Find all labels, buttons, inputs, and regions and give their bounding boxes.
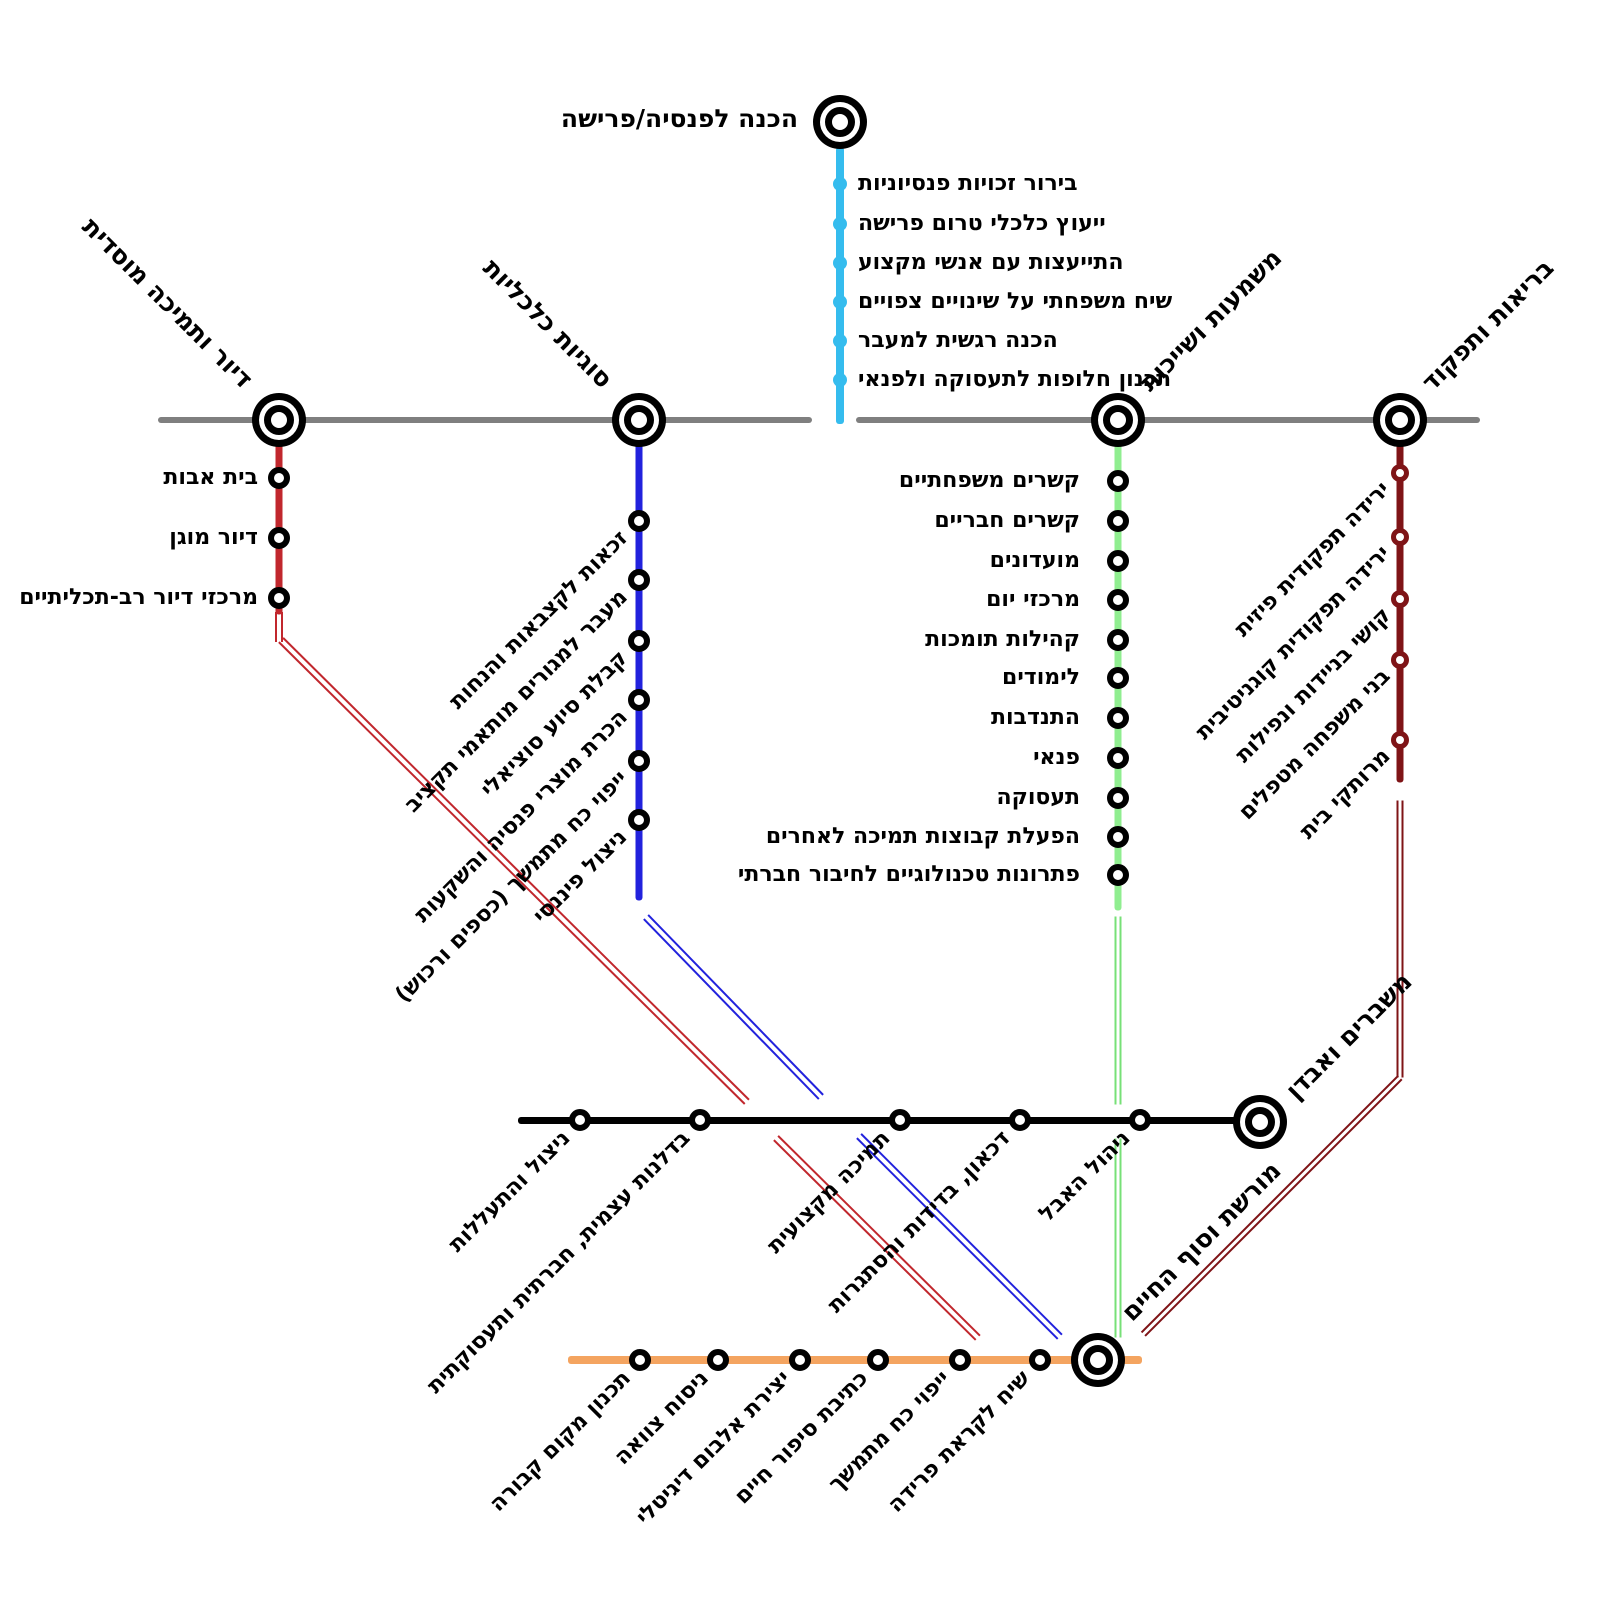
stop-marker-meaning-belonging	[1107, 707, 1129, 729]
stop-label-housing-institutional-support: מרכזי דיור רב-תכליתיים	[19, 585, 258, 610]
stop-label-retirement-prep: שיח משפחתי על שינויים צפויים	[858, 289, 1173, 314]
stop-marker-meaning-belonging	[1107, 510, 1129, 532]
stop-marker-economic-issues	[628, 689, 650, 711]
stop-marker-crises-loss	[1129, 1109, 1151, 1131]
station-retirement-prep	[825, 107, 855, 137]
line-housing-institutional-support-segment	[773, 1135, 981, 1341]
stop-marker-meaning-belonging	[1107, 589, 1129, 611]
stop-label-meaning-belonging: מרכזי יום	[986, 587, 1080, 612]
stop-label-retirement-prep: ייעוץ כלכלי טרום פרישה	[858, 211, 1106, 236]
stop-marker-legacy-end-of-life	[629, 1349, 651, 1371]
stop-marker-meaning-belonging	[1107, 470, 1129, 492]
stop-marker-housing-institutional-support	[268, 467, 290, 489]
stop-label-housing-institutional-support: דיור מוגן	[169, 525, 258, 550]
stop-label-retirement-prep: תכנון חלופות לתעסוקה ולפנאי	[858, 367, 1172, 392]
stop-marker-crises-loss	[889, 1109, 911, 1131]
stop-marker-economic-issues	[628, 809, 650, 831]
stop-label-retirement-prep: בירור זכויות פנסיוניות	[858, 171, 1078, 196]
stop-marker-crises-loss	[569, 1109, 591, 1131]
line-label-health-function: בריאות ותפקוד	[1415, 252, 1560, 397]
stop-marker-health-function	[1391, 651, 1409, 669]
stop-marker-meaning-belonging	[1107, 787, 1129, 809]
station-crises-loss	[1245, 1107, 1275, 1137]
axis-line-segment	[158, 417, 812, 423]
stop-marker-health-function	[1391, 731, 1409, 749]
stop-marker-economic-issues	[628, 510, 650, 532]
line-legacy-end-of-life-segment	[568, 1356, 1142, 1364]
stop-marker-crises-loss	[689, 1109, 711, 1131]
line-health-function-segment	[1396, 800, 1404, 1077]
station-housing-institutional-support	[264, 405, 294, 435]
stop-label-meaning-belonging: תעסוקה	[996, 785, 1081, 810]
stop-marker-health-function	[1391, 464, 1409, 482]
station-health-function	[1385, 405, 1415, 435]
stop-marker-crises-loss	[1009, 1109, 1031, 1131]
station-meaning-belonging	[1103, 405, 1133, 435]
stop-marker-meaning-belonging	[1107, 864, 1129, 886]
stop-marker-economic-issues	[628, 569, 650, 591]
stop-label-meaning-belonging: מועדונים	[989, 548, 1080, 573]
stop-marker-health-function	[1391, 528, 1409, 546]
stop-marker-legacy-end-of-life	[1029, 1349, 1051, 1371]
stop-marker-retirement-prep	[833, 256, 847, 270]
stop-label-retirement-prep: הכנה רגשית למעבר	[858, 328, 1058, 353]
line-housing-institutional-support-segment	[275, 420, 283, 614]
stop-marker-economic-issues	[628, 750, 650, 772]
axis-line-segment	[856, 417, 1480, 423]
line-label-meaning-belonging: משמעות ושייכות	[1133, 242, 1288, 397]
line-label-retirement-prep: הכנה לפנסיה/פרישה	[560, 103, 798, 133]
stop-label-meaning-belonging: פתרונות טכנולוגיים לחיבור חברתי	[737, 862, 1080, 887]
stop-label-meaning-belonging: פנאי	[1033, 745, 1080, 770]
line-economic-issues-segment	[643, 914, 824, 1100]
stop-label-retirement-prep: התייעצות עם אנשי מקצוע	[858, 250, 1124, 275]
stop-marker-legacy-end-of-life	[949, 1349, 971, 1371]
stop-label-crises-loss: ניצול והתעללות	[444, 1125, 576, 1258]
line-meaning-belonging-segment	[1114, 916, 1122, 1104]
stop-marker-meaning-belonging	[1107, 826, 1129, 848]
stop-marker-meaning-belonging	[1107, 550, 1129, 572]
stop-label-meaning-belonging: קהילות תומכות	[925, 627, 1080, 652]
stop-marker-retirement-prep	[833, 217, 847, 231]
stop-marker-meaning-belonging	[1107, 667, 1129, 689]
station-legacy-end-of-life	[1083, 1345, 1113, 1375]
stop-marker-legacy-end-of-life	[707, 1349, 729, 1371]
stop-label-meaning-belonging: קשרים חבריים	[934, 508, 1080, 533]
stop-marker-retirement-prep	[833, 177, 847, 191]
stop-label-meaning-belonging: קשרים משפחתיים	[898, 468, 1080, 493]
stop-marker-housing-institutional-support	[268, 527, 290, 549]
stop-marker-meaning-belonging	[1107, 629, 1129, 651]
stop-marker-economic-issues	[628, 630, 650, 652]
stop-label-legacy-end-of-life: כתיבת סיפור חיים	[730, 1365, 874, 1510]
stop-label-meaning-belonging: לימודים	[1002, 665, 1080, 690]
stop-label-meaning-belonging: הפעלת קבוצות תמיכה לאחרים	[765, 824, 1080, 849]
stop-label-meaning-belonging: התנדבות	[990, 705, 1080, 730]
stop-marker-housing-institutional-support	[268, 587, 290, 609]
stop-marker-meaning-belonging	[1107, 747, 1129, 769]
stop-label-housing-institutional-support: בית אבות	[163, 465, 258, 490]
stop-marker-health-function	[1391, 590, 1409, 608]
stop-marker-retirement-prep	[833, 334, 847, 348]
line-label-legacy-end-of-life: מורשת וסוף החיים	[1115, 1155, 1287, 1327]
stop-marker-retirement-prep	[833, 295, 847, 309]
stop-marker-legacy-end-of-life	[867, 1349, 889, 1371]
stop-label-legacy-end-of-life: תכנון מקום קבורה	[484, 1365, 636, 1517]
station-economic-issues	[624, 405, 654, 435]
line-label-economic-issues: סוגיות כלכליות	[477, 252, 619, 394]
stop-marker-legacy-end-of-life	[789, 1349, 811, 1371]
stop-marker-retirement-prep	[833, 373, 847, 387]
line-label-housing-institutional-support: דיור ותמיכה מוסדית	[76, 211, 259, 394]
stop-label-legacy-end-of-life: שיח לקראת פרידה	[883, 1365, 1036, 1518]
